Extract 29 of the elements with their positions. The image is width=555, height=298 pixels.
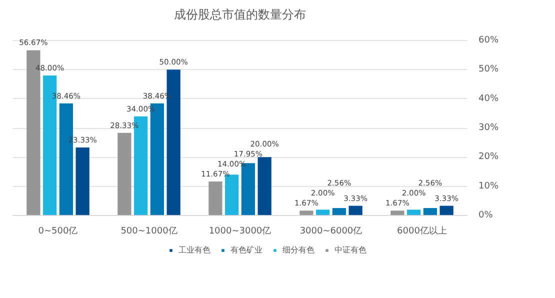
bar (348, 206, 362, 216)
bar (390, 210, 404, 216)
x-tick-label: 3000~6000亿 (300, 226, 362, 236)
bar (440, 206, 454, 216)
legend-label: 有色矿业 (230, 244, 262, 256)
x-tick-label: 1000~3000亿 (208, 226, 272, 236)
y-tick-label: 20% (478, 152, 499, 162)
chart-title: 成份股总市值的数量分布 (174, 8, 306, 22)
y-tick-label: 40% (478, 94, 499, 104)
legend-label: 工业有色 (178, 244, 210, 256)
bar (258, 157, 272, 216)
bar (406, 210, 421, 216)
bar (316, 210, 330, 216)
bar (76, 147, 90, 216)
bar (332, 208, 346, 216)
x-tick-label: 0~500亿 (38, 226, 78, 236)
bar (118, 132, 132, 216)
legend-label: 细分有色 (282, 244, 314, 256)
y-tick-label: 50% (478, 64, 499, 75)
y-tick-label: 10% (478, 181, 499, 192)
y-tick-label: 30% (478, 123, 499, 133)
bar (300, 210, 314, 216)
bar (423, 208, 438, 216)
y-tick-label: 60% (478, 36, 499, 46)
x-tick-label: 6000亿以上 (397, 226, 447, 236)
x-tick-label: 500~1000亿 (120, 226, 178, 236)
y-tick-label: 0% (478, 210, 494, 220)
legend-label: 中证有色 (334, 244, 366, 256)
bar (208, 181, 222, 216)
